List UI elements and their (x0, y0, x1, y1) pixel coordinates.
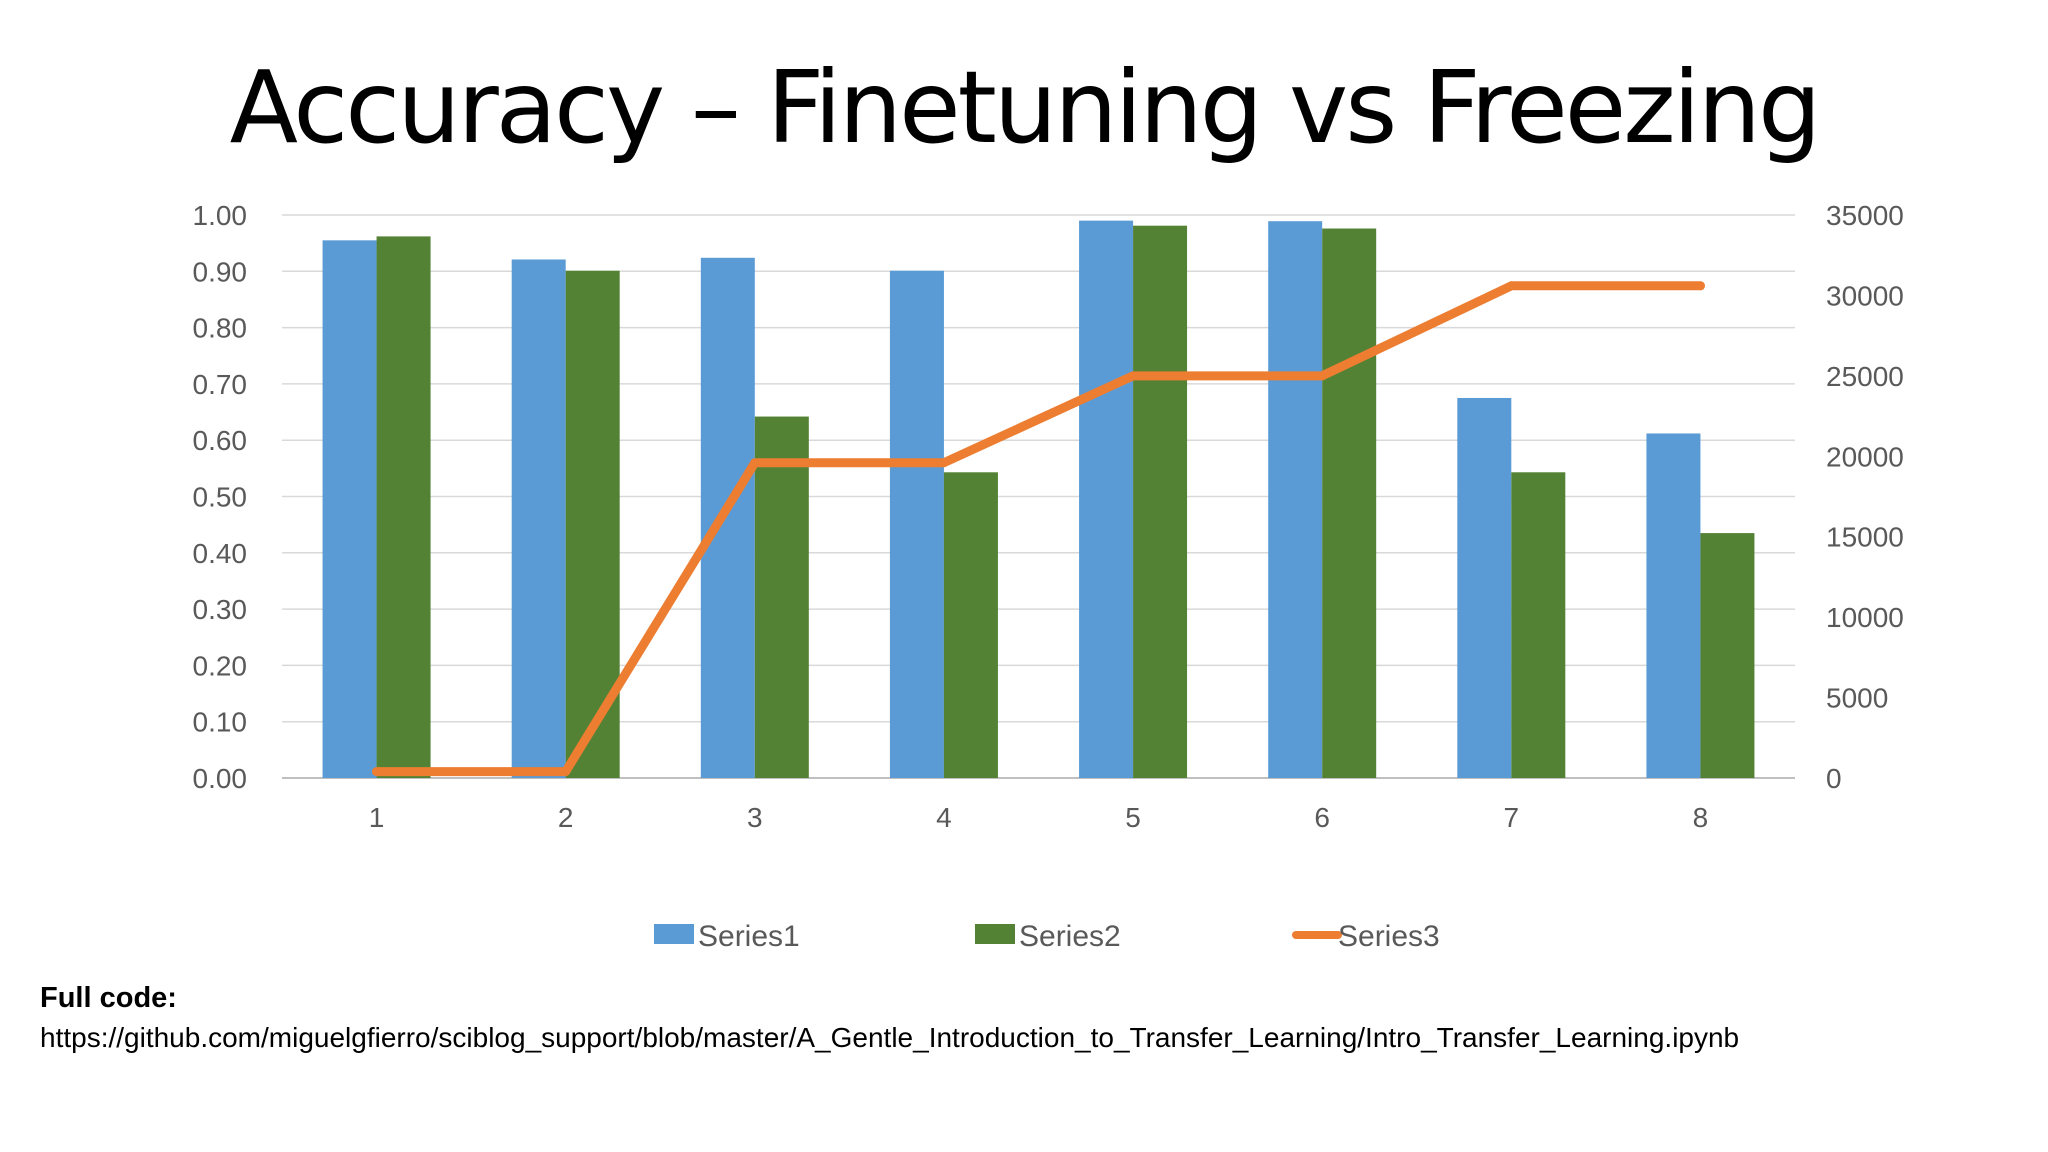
x-tick-label: 6 (1314, 802, 1330, 833)
slide-title: Accuracy – Finetuning vs Freezing (229, 49, 1822, 166)
point-series3-7 (1506, 281, 1516, 291)
footer: Full code: https://github.com/miguelgfie… (40, 978, 1739, 1058)
legend-swatch-series1 (654, 924, 694, 944)
left-tick-label: 0.40 (193, 538, 248, 569)
bar-series1-7 (1457, 397, 1512, 778)
bar-series1-4 (889, 270, 944, 778)
right-tick-label: 30000 (1826, 280, 1904, 311)
left-tick-label: 0.90 (193, 256, 248, 287)
bar-series1-8 (1646, 433, 1701, 778)
point-series3-3 (750, 458, 760, 468)
left-axis-ticks: 0.00 0.10 0.20 0.30 0.40 0.50 0.60 0.70 0.80 0.90… (193, 200, 248, 794)
x-tick-label: 3 (747, 802, 763, 833)
bar-series1-3 (700, 257, 755, 779)
x-tick-label: 5 (1125, 802, 1141, 833)
left-tick-label: 0.80 (193, 313, 248, 344)
right-axis-ticks: 0 5000 10000 15000 20000 25000 30000 35000 (1826, 200, 1904, 794)
point-series3-1 (372, 767, 382, 777)
chart-legend: Series1 Series2 Series3 (654, 920, 1440, 953)
right-tick-label: 20000 (1826, 441, 1904, 472)
point-series3-6 (1317, 371, 1327, 381)
x-tick-label: 2 (558, 802, 574, 833)
right-tick-label: 0 (1826, 763, 1842, 794)
left-tick-label: 0.10 (193, 707, 248, 738)
point-series3-4 (939, 458, 949, 468)
left-tick-label: 1.00 (193, 200, 248, 231)
bar-series2-4 (943, 472, 998, 778)
right-tick-label: 5000 (1826, 683, 1888, 714)
bar-series1-1 (322, 240, 377, 778)
legend-label-series2: Series2 (1019, 920, 1121, 953)
legend-swatch-series2 (975, 924, 1015, 944)
point-series3-8 (1695, 281, 1705, 291)
right-tick-label: 25000 (1826, 361, 1904, 392)
bar-series2-8 (1700, 533, 1755, 778)
legend-label-series1: Series1 (698, 920, 800, 953)
bar-series2-7 (1511, 472, 1566, 778)
right-tick-label: 10000 (1826, 602, 1904, 633)
line-series3 (372, 281, 1705, 777)
left-tick-label: 0.30 (193, 594, 248, 625)
x-tick-label: 8 (1693, 802, 1709, 833)
bar-series2-3 (754, 416, 809, 778)
x-tick-label: 4 (936, 802, 952, 833)
right-tick-label: 35000 (1826, 200, 1904, 231)
bar-series1-6 (1268, 221, 1323, 778)
bar-series2-1 (376, 236, 431, 779)
left-tick-label: 0.60 (193, 425, 248, 456)
point-series3-2 (561, 767, 571, 777)
legend-label-series3: Series3 (1338, 920, 1440, 953)
x-axis-ticks: 1 2 3 4 5 6 7 8 (369, 802, 1708, 833)
right-tick-label: 15000 (1826, 522, 1904, 553)
line-series-group (372, 281, 1705, 777)
bar-series-group (322, 220, 1755, 779)
left-tick-label: 0.00 (193, 763, 248, 794)
point-series3-5 (1128, 371, 1138, 381)
bar-series2-6 (1322, 228, 1377, 779)
bar-series1-2 (511, 259, 566, 778)
x-tick-label: 1 (369, 802, 385, 833)
x-tick-label: 7 (1504, 802, 1520, 833)
bar-series2-5 (1133, 225, 1188, 778)
left-tick-label: 0.20 (193, 650, 248, 681)
combo-chart: 0.00 0.10 0.20 0.30 0.40 0.50 0.60 0.70 0.80 0.90… (193, 200, 1904, 953)
left-tick-label: 0.50 (193, 482, 248, 513)
bar-series1-5 (1079, 220, 1134, 778)
footer-link[interactable]: https://github.com/miguelgfierro/sciblog… (40, 1022, 1740, 1053)
gridlines (282, 214, 1795, 779)
left-tick-label: 0.70 (193, 369, 248, 400)
footer-label: Full code: (40, 982, 177, 1014)
